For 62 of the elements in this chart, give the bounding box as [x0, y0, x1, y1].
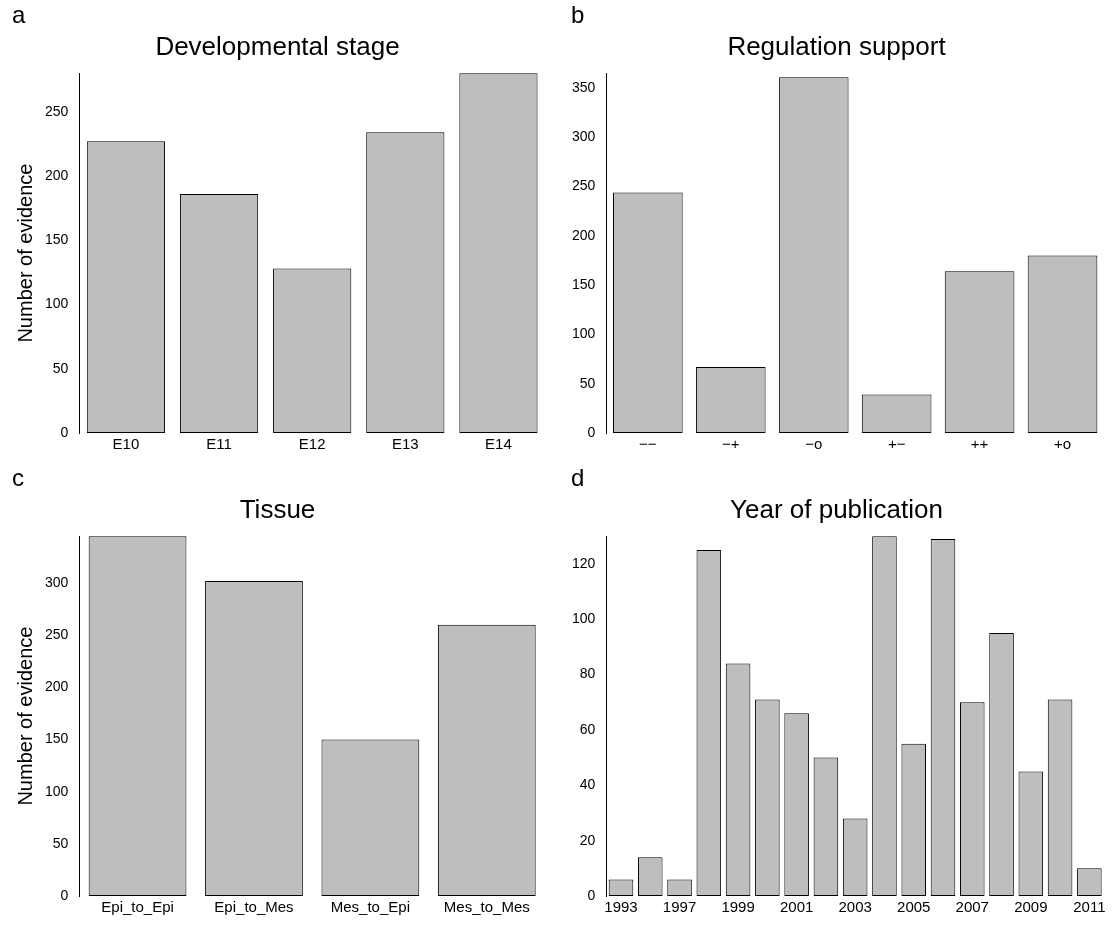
- x-tick-label: 2005: [897, 898, 931, 916]
- y-tick-label: 40: [579, 776, 596, 793]
- chart-title: Year of publication: [730, 493, 943, 524]
- y-tick-label: 20: [579, 831, 596, 848]
- x-tick-label: 2001: [779, 898, 814, 916]
- x-tick-label: Mes_to_Epi: [330, 898, 410, 916]
- y-tick-label: 50: [579, 374, 596, 391]
- y-tick-label: 100: [572, 325, 596, 342]
- x-tick-label: 1999: [721, 898, 755, 916]
- x-tick-label: E14: [485, 435, 512, 453]
- x-tick-label: E10: [112, 435, 140, 453]
- y-tick-label: 150: [45, 730, 69, 747]
- y-tick-label: 150: [572, 276, 596, 292]
- y-tick-label: 150: [45, 231, 69, 248]
- y-tick-label: 250: [45, 102, 69, 119]
- x-tick-label: 1993: [604, 898, 638, 916]
- x-tick-label: E11: [206, 435, 232, 453]
- y-axis-title: Number of evidence: [13, 626, 36, 806]
- x-tick-label: −−: [639, 435, 657, 453]
- text: d: [571, 463, 585, 491]
- text: b: [571, 0, 585, 28]
- x-tick-label: Epi_to_Mes: [214, 898, 294, 916]
- y-tick-label: 60: [579, 720, 596, 737]
- x-tick-label: E12: [298, 435, 326, 453]
- y-tick-label: 80: [579, 665, 596, 682]
- x-tick-label: −o: [805, 435, 823, 453]
- x-tick-label: −+: [722, 435, 740, 453]
- y-tick-label: 0: [60, 423, 69, 440]
- x-tick-label: +−: [887, 435, 906, 453]
- x-tick-label: 2011: [1073, 898, 1106, 916]
- text: c: [12, 463, 24, 491]
- chart-title: Developmental stage: [155, 30, 400, 61]
- y-tick-label: 200: [45, 678, 69, 695]
- y-tick-label: 100: [45, 782, 69, 799]
- y-tick-label: 200: [45, 166, 69, 183]
- x-tick-label: 2003: [838, 898, 872, 916]
- y-tick-label: 350: [572, 78, 596, 95]
- y-tick-label: 250: [45, 626, 69, 643]
- y-tick-label: 200: [572, 226, 596, 243]
- y-tick-label: 0: [587, 886, 596, 903]
- y-tick-label: 300: [572, 128, 596, 145]
- x-tick-label: Mes_to_Mes: [443, 898, 530, 916]
- chart-title: Tissue: [239, 493, 316, 524]
- y-tick-label: 50: [52, 359, 69, 376]
- y-tick-label: 300: [45, 573, 69, 590]
- y-tick-label: 0: [587, 423, 596, 440]
- x-tick-label: E13: [391, 435, 419, 453]
- y-tick-label: 250: [572, 177, 596, 194]
- x-tick-label: +o: [1053, 435, 1072, 453]
- y-tick-label: 120: [572, 554, 596, 571]
- y-tick-label: 100: [572, 610, 596, 627]
- x-tick-label: 2007: [955, 898, 989, 916]
- x-tick-label: 1997: [662, 898, 697, 916]
- y-tick-label: 50: [52, 834, 69, 851]
- chart-title: Regulation support: [727, 30, 947, 61]
- y-tick-label: 100: [45, 295, 69, 312]
- x-tick-label: Epi_to_Epi: [101, 898, 174, 916]
- x-tick-label: 2009: [1014, 898, 1048, 916]
- y-tick-label: 0: [60, 886, 69, 903]
- x-tick-label: ++: [970, 435, 989, 453]
- y-axis-title: Number of evidence: [13, 163, 36, 343]
- text: a: [12, 0, 26, 28]
